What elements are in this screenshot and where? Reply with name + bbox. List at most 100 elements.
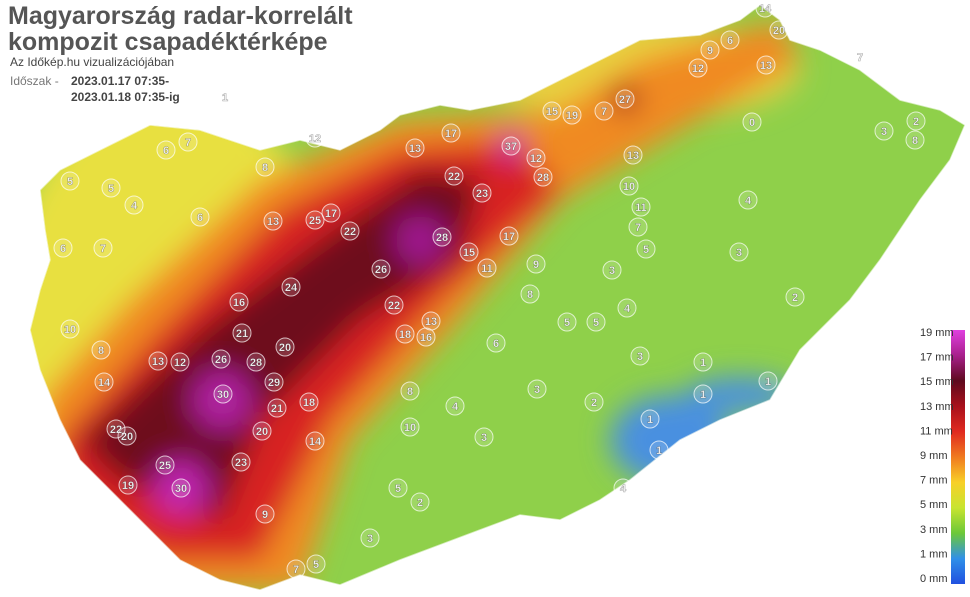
station: 23 — [472, 183, 492, 203]
station: 5 — [586, 312, 606, 332]
station: 9 — [526, 254, 546, 274]
station-value: 24 — [285, 282, 298, 294]
station: 28 — [432, 227, 452, 247]
station: 1 — [649, 440, 669, 460]
station-value: 28 — [436, 232, 448, 244]
station: 20 — [252, 421, 272, 441]
station-marker — [155, 455, 175, 475]
station-marker — [384, 295, 404, 315]
period-label: Időszak - — [10, 74, 59, 88]
station-value: 4 — [452, 401, 459, 413]
station: 9 — [700, 40, 720, 60]
legend-label: 17 mm — [920, 352, 954, 364]
station: 7 — [178, 132, 198, 152]
legend: 19 mm 17 mm 15 mm 13 mm 11 mm 9 mm 7 mm 5 mm 3 m… — [920, 327, 965, 585]
station-marker — [117, 426, 137, 446]
station: 6 — [53, 238, 73, 258]
station-marker — [631, 197, 651, 217]
legend-label: 19 mm — [920, 327, 954, 339]
title-block: Magyarország radar-korrelált kompozit cs… — [8, 2, 353, 56]
station: 22 — [340, 221, 360, 241]
station-marker — [286, 559, 306, 579]
station-value: 3 — [609, 265, 615, 277]
station: 19 — [562, 105, 582, 125]
station-marker — [405, 138, 425, 158]
station-marker — [623, 145, 643, 165]
station: 5 — [557, 312, 577, 332]
station-marker — [874, 121, 894, 141]
station-marker — [252, 421, 272, 441]
station: 3 — [474, 427, 494, 447]
station-value: 27 — [619, 94, 631, 106]
station-value: 22 — [344, 226, 356, 238]
station: 5 — [60, 171, 80, 191]
station: 8 — [255, 157, 275, 177]
station-marker — [441, 123, 461, 143]
station: 1 — [215, 87, 235, 107]
station-value: 1 — [656, 445, 662, 457]
station-marker — [486, 333, 506, 353]
station-marker — [619, 176, 639, 196]
station: 5 — [636, 239, 656, 259]
station-marker — [255, 504, 275, 524]
station-marker — [693, 352, 713, 372]
legend-label: 9 mm — [920, 450, 948, 462]
station: 8 — [905, 130, 925, 150]
station-marker — [586, 312, 606, 332]
station-value: 13 — [627, 150, 639, 162]
station-marker — [649, 440, 669, 460]
station-value: 2 — [792, 292, 798, 304]
station: 5 — [306, 554, 326, 574]
station: 6 — [190, 207, 210, 227]
station-value: 20 — [773, 25, 785, 37]
station-marker — [299, 392, 319, 412]
station-marker — [321, 203, 341, 223]
station: 30 — [171, 478, 191, 498]
legend-label: 13 mm — [920, 401, 954, 413]
legend-label: 7 mm — [920, 475, 948, 487]
station-value: 16 — [233, 297, 245, 309]
station-marker — [693, 384, 713, 404]
station-value: 11 — [635, 202, 647, 214]
station-value: 1 — [222, 92, 228, 104]
station: 10 — [60, 319, 80, 339]
legend-label: 5 mm — [920, 499, 948, 511]
station-value: 0 — [749, 117, 755, 129]
station-marker — [527, 379, 547, 399]
station-value: 7 — [857, 52, 863, 64]
station-marker — [526, 148, 546, 168]
station-marker — [594, 101, 614, 121]
station: 16 — [416, 327, 436, 347]
station-value: 3 — [367, 533, 373, 545]
station-marker — [395, 324, 415, 344]
station: 22 — [444, 166, 464, 186]
station-value: 19 — [566, 110, 578, 122]
station-marker — [906, 111, 926, 131]
station-marker — [850, 47, 870, 67]
period-from: 2023.01.17 07:35- — [71, 74, 169, 88]
station-marker — [400, 417, 420, 437]
station: 17 — [321, 203, 341, 223]
station: 5 — [388, 478, 408, 498]
station: 3 — [874, 121, 894, 141]
station-value: 2 — [913, 116, 919, 128]
station-value: 6 — [727, 35, 733, 47]
station-marker — [477, 258, 497, 278]
subtitle: Az Időkép.hu vizualizációjában — [10, 55, 174, 69]
station: 13 — [623, 145, 643, 165]
station-marker — [769, 20, 789, 40]
station-marker — [211, 349, 231, 369]
station-value: 6 — [197, 212, 203, 224]
station: 3 — [729, 242, 749, 262]
station-marker — [557, 312, 577, 332]
station: 25 — [155, 455, 175, 475]
station-marker — [526, 254, 546, 274]
station-value: 8 — [98, 345, 104, 357]
station-value: 5 — [643, 244, 649, 256]
station: 4 — [124, 195, 144, 215]
station-marker — [229, 292, 249, 312]
station: 15 — [542, 101, 562, 121]
station-marker — [267, 398, 287, 418]
station-value: 4 — [745, 195, 752, 207]
station-value: 13 — [152, 356, 164, 368]
